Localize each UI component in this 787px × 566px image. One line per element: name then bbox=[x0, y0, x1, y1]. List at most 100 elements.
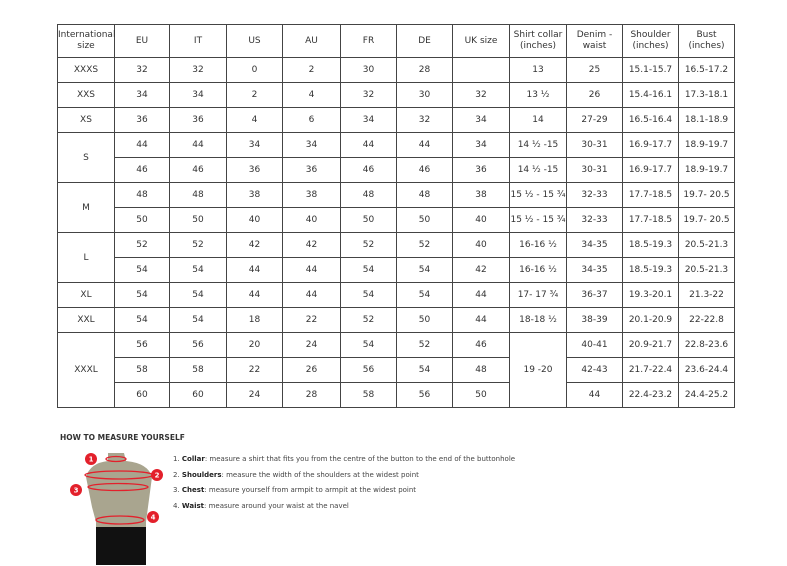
table-cell: 0 bbox=[226, 57, 283, 83]
table-cell: 54 bbox=[340, 257, 397, 283]
table-cell: 44 bbox=[396, 132, 453, 158]
table-cell: 52 bbox=[340, 307, 397, 333]
column-header: International size bbox=[57, 24, 115, 58]
table-row: 46 46 36 36 46 46 36 14 ½ -15 30-31 16.9-17.7 18.9… bbox=[58, 157, 735, 183]
table-cell: 24 bbox=[282, 332, 341, 358]
table-cell: 17.7-18.5 bbox=[622, 207, 679, 233]
table-cell: 16.5-16.4 bbox=[622, 107, 679, 133]
table-cell: 56 bbox=[396, 382, 453, 408]
table-row: XXL 54 54 18 22 52 50 44 18-18 ½ 38-39 20.1-20.9 22… bbox=[57, 307, 735, 333]
table-cell: 60 bbox=[169, 382, 227, 408]
table-row: XL 54 54 44 44 54 54 44 17- 17 ¾ 36-37 19.3-20.1 21… bbox=[57, 282, 735, 308]
how-to-measure-title: HOW TO MEASURE YOURSELF bbox=[60, 433, 185, 442]
table-cell: 18.5-19.3 bbox=[622, 257, 679, 283]
table-cell: 34 bbox=[452, 132, 510, 158]
step-number: 4. bbox=[173, 501, 180, 510]
table-cell: 14 bbox=[509, 107, 567, 133]
international-size-cell: XXS bbox=[57, 82, 115, 108]
table-cell: 36 bbox=[226, 157, 283, 183]
table-cell: 40 bbox=[282, 207, 341, 233]
table-cell: 27-29 bbox=[566, 107, 623, 133]
table-cell: 20.9-21.7 bbox=[622, 332, 679, 358]
table-row: XXXL 56 56 20 24 54 52 46 19 -20 40-41 20.9-21.7 22… bbox=[57, 332, 735, 408]
table-cell: 21.3-22 bbox=[678, 282, 735, 308]
table-cell: 32 bbox=[169, 57, 227, 83]
table-cell: 40 bbox=[226, 207, 283, 233]
international-size-cell: XXXL bbox=[57, 332, 115, 408]
table-row: XXXS 32 32 0 2 30 28 13 25 15.1-15.7 16.5-17.2 bbox=[57, 57, 735, 83]
table-cell: 44 bbox=[226, 282, 283, 308]
table-cell: 23.6-24.4 bbox=[678, 357, 735, 383]
table-cell: 34 bbox=[226, 132, 283, 158]
table-cell: 56 bbox=[114, 332, 170, 358]
table-cell: 46 bbox=[169, 157, 227, 183]
table-cell: 22.4-23.2 bbox=[622, 382, 679, 408]
table-cell: 20.5-21.3 bbox=[678, 232, 735, 258]
table-cell: 52 bbox=[114, 232, 170, 258]
table-cell: 32 bbox=[452, 82, 510, 108]
table-cell: 46 bbox=[340, 157, 397, 183]
table-cell: 44 bbox=[282, 282, 341, 308]
table-cell: 16.5-17.2 bbox=[678, 57, 735, 83]
table-cell: 25 bbox=[566, 57, 623, 83]
table-cell: 34 bbox=[282, 132, 341, 158]
table-cell: 16-16 ½ bbox=[509, 232, 567, 258]
table-cell: 18.9-19.7 bbox=[678, 132, 735, 158]
marker-4-icon bbox=[147, 511, 159, 523]
table-cell: 17- 17 ¾ bbox=[509, 282, 567, 308]
table-cell: 54 bbox=[114, 282, 170, 308]
international-size-cell: M bbox=[57, 182, 115, 233]
international-size-cell: XL bbox=[57, 282, 115, 308]
table-cell: 21.7-22.4 bbox=[622, 357, 679, 383]
table-cell: 14 ½ -15 bbox=[509, 157, 567, 183]
table-cell: 20.5-21.3 bbox=[678, 257, 735, 283]
table-cell: 20 bbox=[226, 332, 283, 358]
column-header: Shirt collar (inches) bbox=[509, 24, 567, 58]
international-size-cell: XS bbox=[57, 107, 115, 133]
table-cell: 44 bbox=[340, 132, 397, 158]
step-text: : measure the width of the shoulders at … bbox=[221, 470, 419, 479]
table-cell: 48 bbox=[396, 182, 453, 208]
table-cell: 36 bbox=[169, 107, 227, 133]
table-cell: 54 bbox=[114, 307, 170, 333]
table-cell: 32-33 bbox=[566, 207, 623, 233]
table-cell: 44 bbox=[452, 282, 510, 308]
svg-text:3: 3 bbox=[74, 487, 79, 495]
table-cell: 42 bbox=[452, 257, 510, 283]
table-cell: 50 bbox=[452, 382, 510, 408]
table-cell: 22.8-23.6 bbox=[678, 332, 735, 358]
step-text: : measure around your waist at the navel bbox=[204, 501, 349, 510]
table-cell: 48 bbox=[114, 182, 170, 208]
table-cell: 52 bbox=[169, 232, 227, 258]
table-row: XXS 34 34 2 4 32 30 32 13 ½ 26 15.4-16.1 17.3-18.1 bbox=[57, 82, 735, 108]
step-number: 2. bbox=[173, 470, 180, 479]
table-cell: 22-22.8 bbox=[678, 307, 735, 333]
table-cell: 16.9-17.7 bbox=[622, 157, 679, 183]
table-cell: 56 bbox=[340, 357, 397, 383]
table-cell: 16-16 ½ bbox=[509, 257, 567, 283]
header-row: International size EU IT US AU FR DE UK size Shi… bbox=[57, 24, 735, 58]
table-cell: 20.1-20.9 bbox=[622, 307, 679, 333]
table-cell: 54 bbox=[340, 282, 397, 308]
table-cell: 48 bbox=[340, 182, 397, 208]
table-cell: 28 bbox=[282, 382, 341, 408]
svg-text:4: 4 bbox=[151, 514, 156, 522]
measure-step: 2. Shoulders: measure the width of the s… bbox=[173, 468, 515, 484]
step-label: Collar bbox=[181, 455, 205, 463]
table-cell: 28 bbox=[396, 57, 453, 83]
table-cell: 2 bbox=[282, 57, 341, 83]
step-label: Waist bbox=[181, 501, 205, 510]
table-cell: 4 bbox=[226, 107, 283, 133]
measure-step: 3. Chest: measure yourself from armpit t… bbox=[173, 483, 515, 499]
table-cell: 50 bbox=[169, 207, 227, 233]
marker-1-icon bbox=[85, 453, 97, 465]
table-cell: 18-18 ½ bbox=[509, 307, 567, 333]
table-cell: 14 ½ -15 bbox=[509, 132, 567, 158]
table-cell: 58 bbox=[114, 357, 170, 383]
table-cell: 36 bbox=[114, 107, 170, 133]
table-cell: 44 bbox=[169, 132, 227, 158]
table-cell: 22 bbox=[226, 357, 283, 383]
table-cell: 32 bbox=[340, 82, 397, 108]
table-cell: 46 bbox=[114, 157, 170, 183]
torso-measurement-figure: 1 2 3 4 bbox=[70, 453, 163, 565]
